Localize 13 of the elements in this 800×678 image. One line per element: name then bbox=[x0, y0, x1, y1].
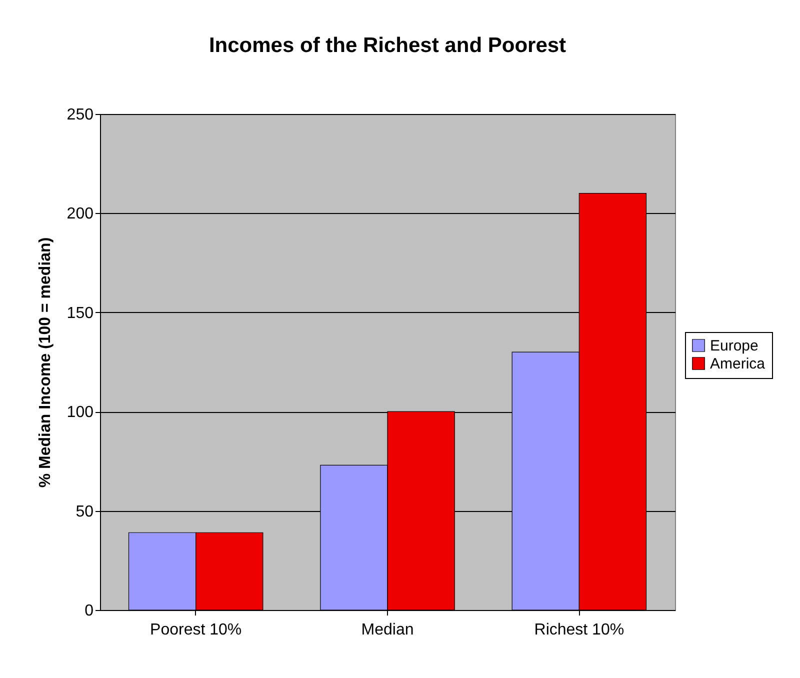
legend-label: America bbox=[710, 356, 766, 372]
y-tick-label: 0 bbox=[84, 602, 94, 620]
y-tick-label: 250 bbox=[66, 106, 94, 124]
chart-title: Incomes of the Richest and Poorest bbox=[208, 34, 566, 57]
y-tick-label: 100 bbox=[66, 404, 94, 422]
x-tick-label: Richest 10% bbox=[534, 622, 624, 638]
y-tick-label: 150 bbox=[66, 304, 94, 322]
y-tick-label: 50 bbox=[76, 503, 94, 520]
legend-label: Europe bbox=[710, 338, 758, 354]
y-tick-label: 200 bbox=[66, 206, 94, 223]
x-tick-label: Median bbox=[361, 622, 414, 638]
x-tick-label: Poorest 10% bbox=[150, 622, 242, 638]
y-axis-title: % Median Income (100 = median) bbox=[36, 237, 54, 488]
